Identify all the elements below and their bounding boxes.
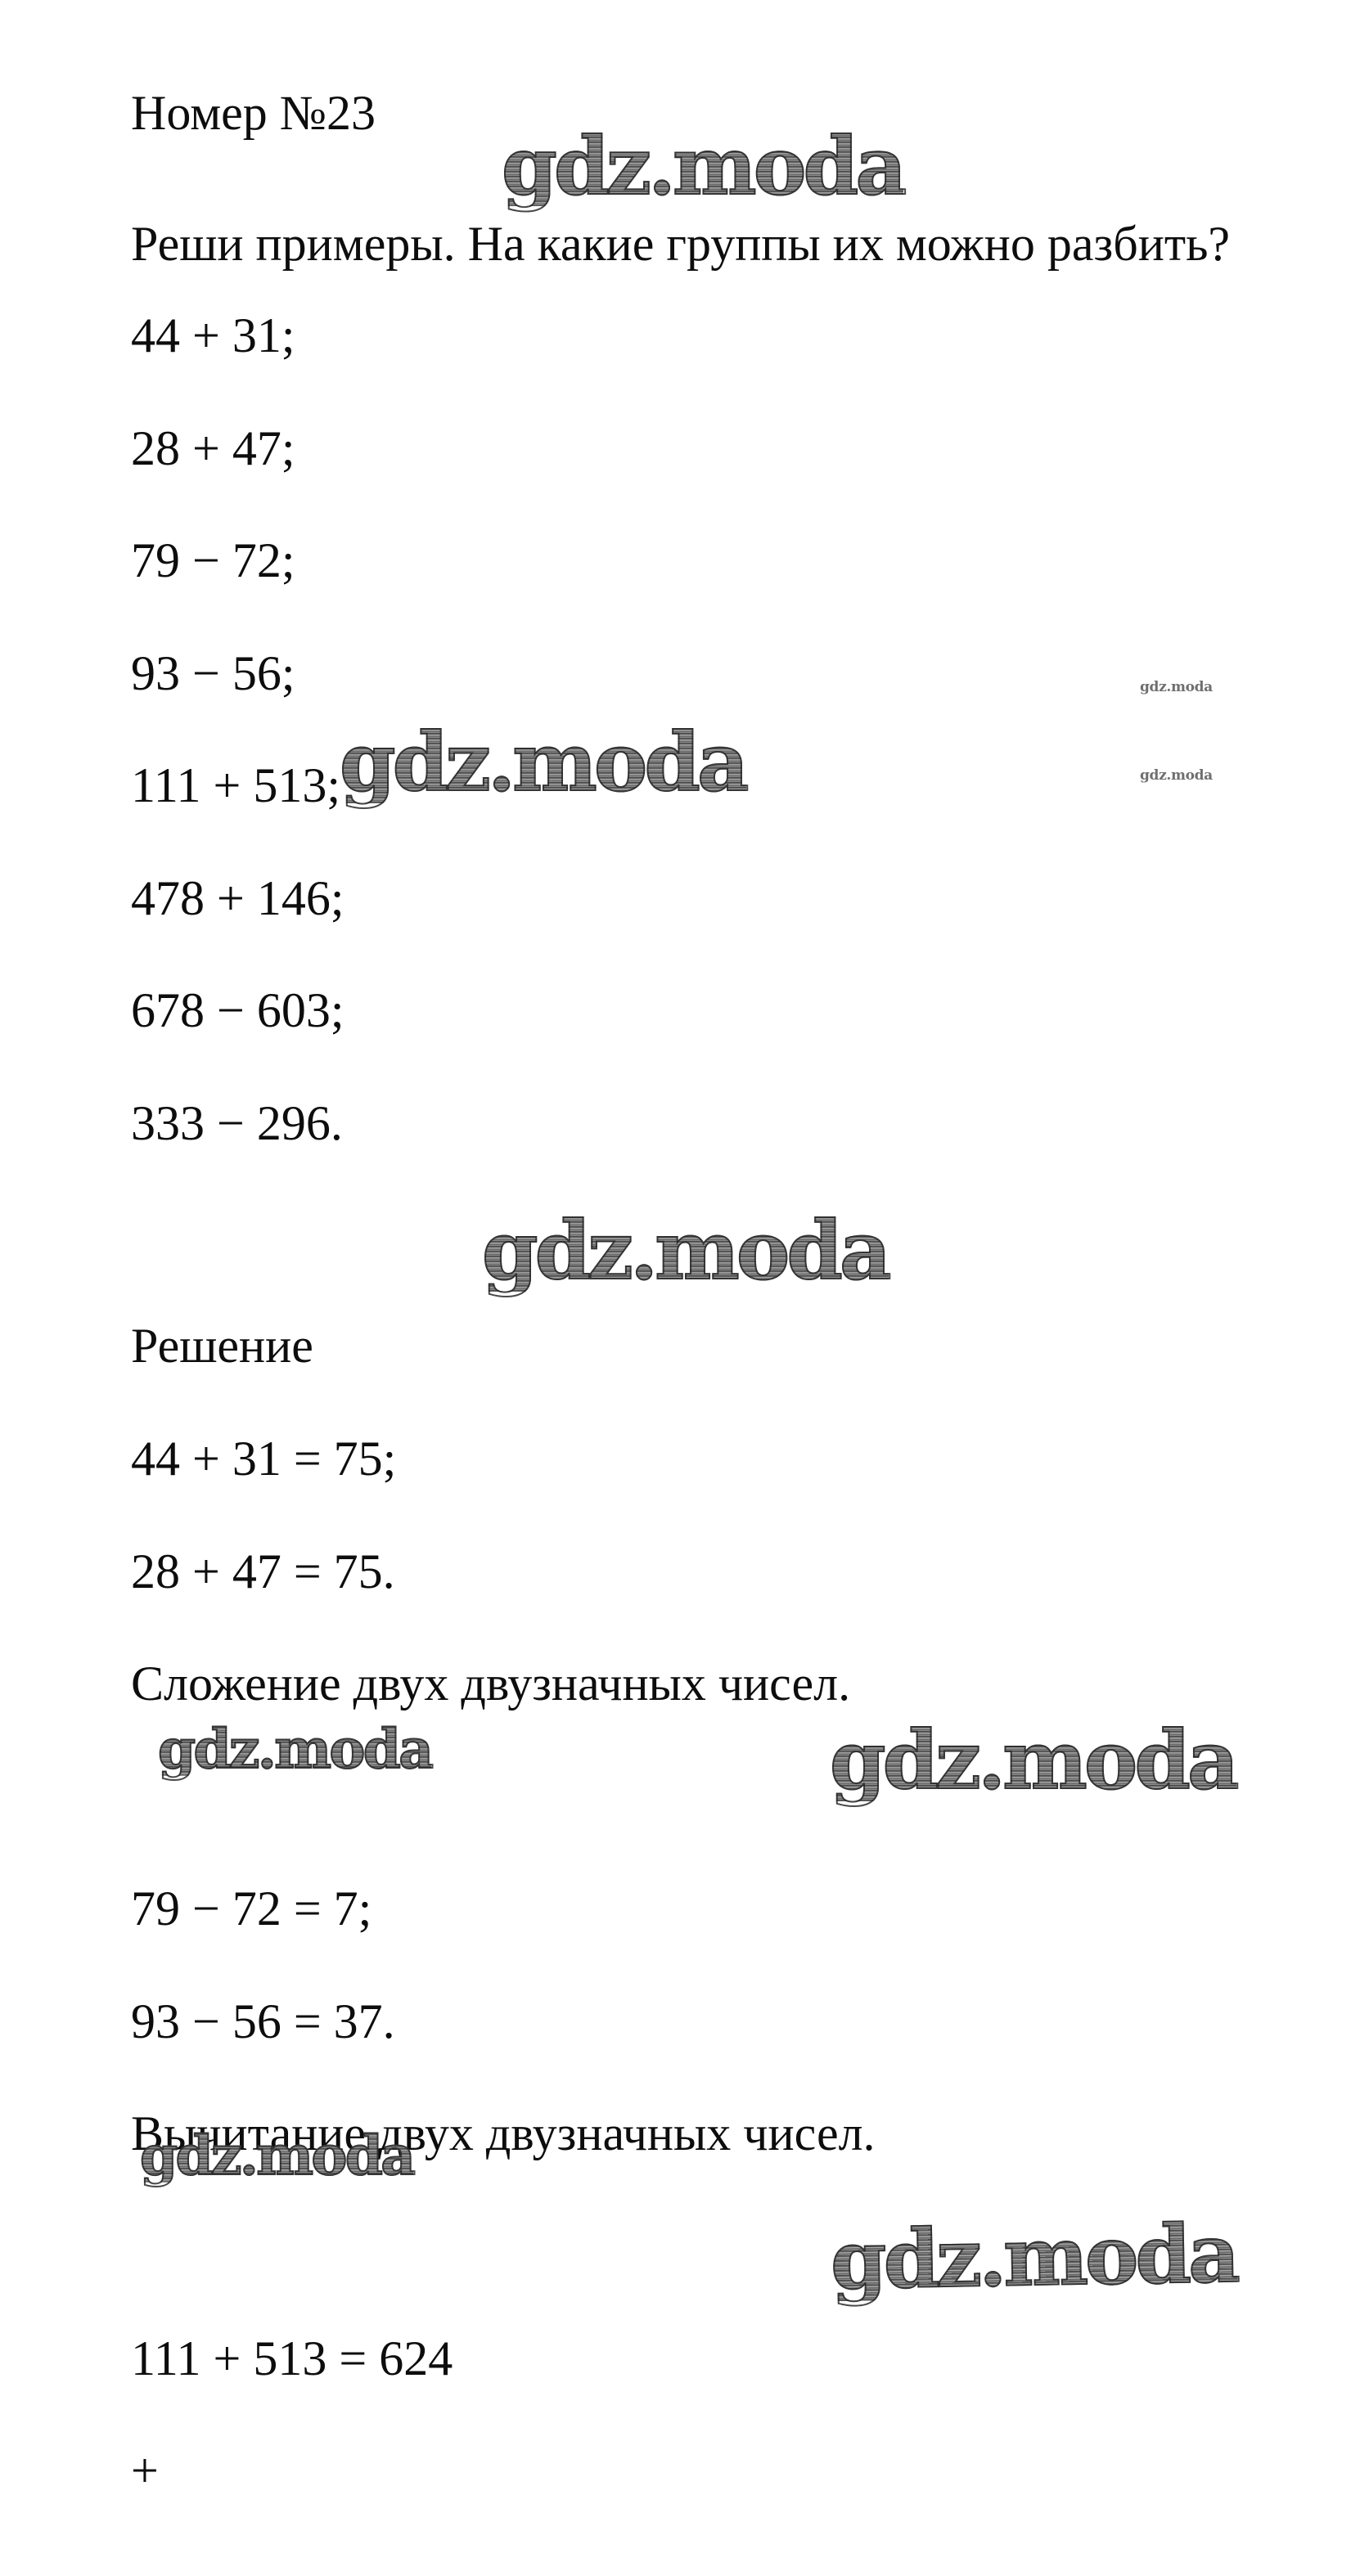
gdz-moda-watermark: gdz.moda [139, 2124, 417, 2187]
question-text: Реши примеры. На какие группы их можно р… [131, 217, 1231, 271]
gdz-moda-watermark: gdz.moda [157, 1717, 435, 1781]
equation-line: 93 − 56 = 37. [131, 1994, 395, 2048]
example-line: 44 + 31; [131, 308, 295, 362]
example-line: 333 − 296. [131, 1095, 343, 1150]
example-line: 93 − 56; [131, 645, 295, 700]
gdz-moda-watermark: gdz.moda [829, 2206, 1238, 2309]
group-caption: Сложение двух двузначных чисел. [131, 1657, 851, 1711]
gdz-moda-watermark: gdz.moda [829, 1714, 1240, 1808]
equation-line: 79 − 72 = 7; [131, 1881, 372, 1935]
incomplete-plus-line: + [131, 2443, 159, 2497]
gdz-moda-watermark: gdz.moda [339, 716, 750, 810]
solution-heading: Решение [131, 1319, 313, 1373]
equation-line: 111 + 513 = 624 [131, 2331, 453, 2385]
example-line: 478 + 146; [131, 870, 345, 925]
example-line: 28 + 47; [131, 420, 295, 475]
equation-line: 44 + 31 = 75; [131, 1432, 397, 1486]
equation-line: 28 + 47 = 75. [131, 1544, 395, 1598]
gdz-moda-watermark-small: gdz.moda [1140, 767, 1213, 784]
gdz-moda-watermark: gdz.moda [481, 1204, 892, 1298]
page-title: Номер №23 [131, 86, 376, 140]
example-line: 111 + 513; [131, 758, 341, 812]
gdz-moda-watermark-small: gdz.moda [1140, 679, 1213, 695]
example-line: 79 − 72; [131, 533, 295, 587]
group-caption: Вычитание двух двузначных чисел. [131, 2106, 876, 2160]
example-line: 678 − 603; [131, 983, 345, 1037]
gdz-moda-watermark: gdz.moda [501, 119, 907, 213]
